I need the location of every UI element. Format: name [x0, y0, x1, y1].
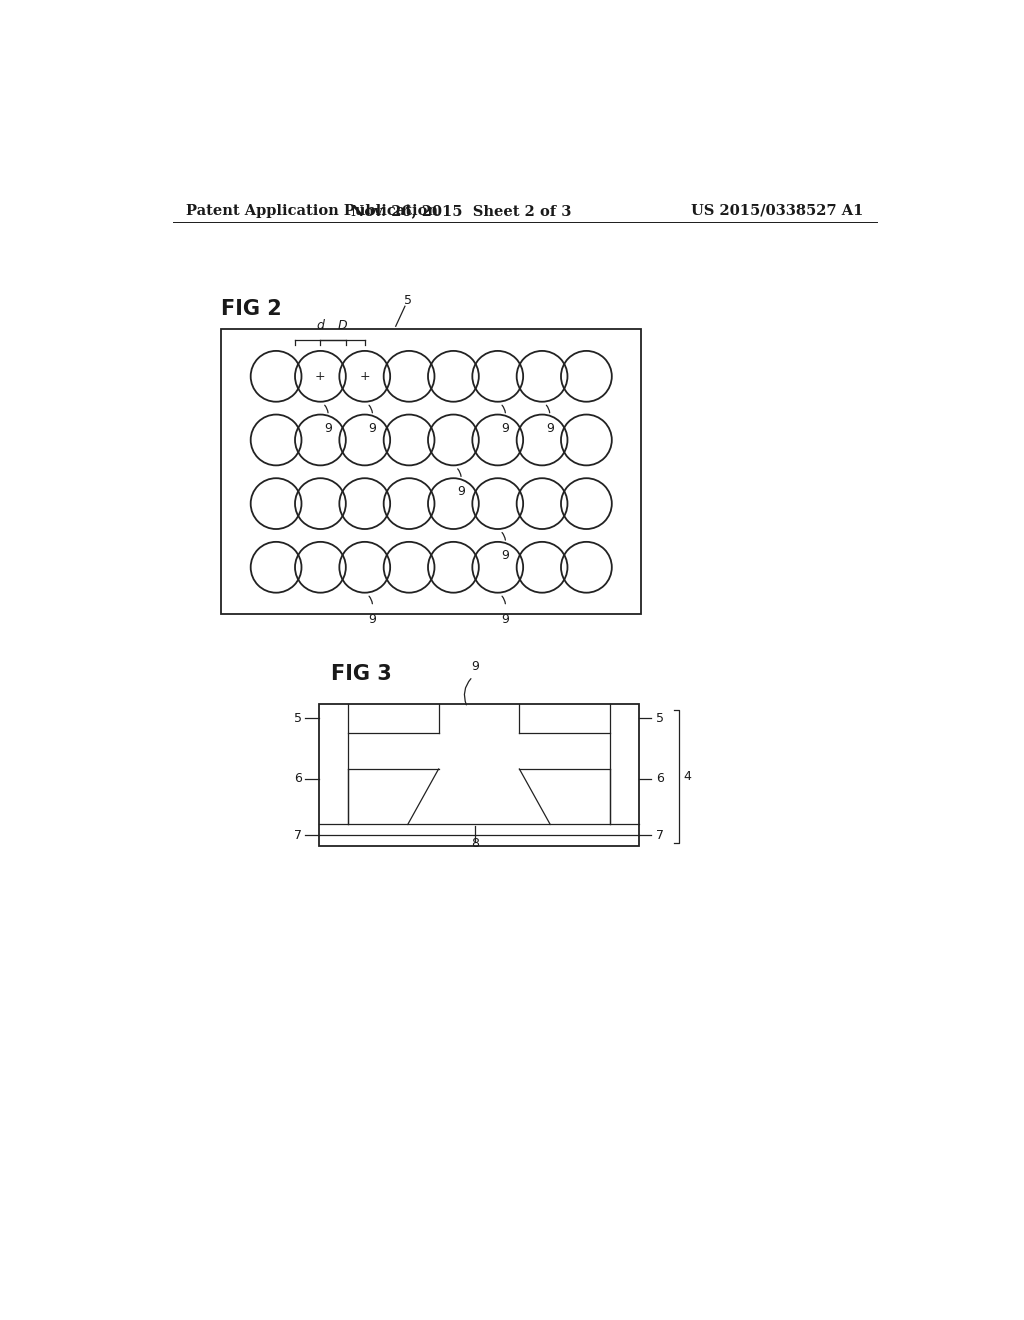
- Text: 6: 6: [294, 772, 302, 785]
- Text: FIG 3: FIG 3: [331, 664, 391, 684]
- Text: 9: 9: [369, 612, 377, 626]
- Text: 9: 9: [502, 549, 509, 562]
- Text: 7: 7: [294, 829, 302, 842]
- Text: Nov. 26, 2015  Sheet 2 of 3: Nov. 26, 2015 Sheet 2 of 3: [351, 203, 571, 218]
- Text: 9: 9: [369, 422, 377, 434]
- Text: D: D: [338, 319, 347, 333]
- Text: FIG 2: FIG 2: [221, 298, 283, 318]
- Text: 4: 4: [683, 770, 691, 783]
- Text: d: d: [316, 319, 325, 333]
- Text: 5: 5: [655, 711, 664, 725]
- Text: 6: 6: [655, 772, 664, 785]
- Text: 9: 9: [471, 660, 479, 673]
- Text: US 2015/0338527 A1: US 2015/0338527 A1: [691, 203, 863, 218]
- Text: 5: 5: [404, 293, 412, 306]
- Text: Patent Application Publication: Patent Application Publication: [186, 203, 438, 218]
- Text: +: +: [315, 370, 326, 383]
- Text: 7: 7: [655, 829, 664, 842]
- Text: 9: 9: [546, 422, 554, 434]
- Text: 8: 8: [471, 837, 479, 850]
- Text: 5: 5: [294, 711, 302, 725]
- Bar: [319, 704, 639, 846]
- Text: 9: 9: [502, 612, 509, 626]
- Text: 9: 9: [502, 422, 509, 434]
- Text: +: +: [359, 370, 370, 383]
- Bar: [221, 330, 641, 614]
- Text: 9: 9: [325, 422, 332, 434]
- Text: 9: 9: [457, 486, 465, 499]
